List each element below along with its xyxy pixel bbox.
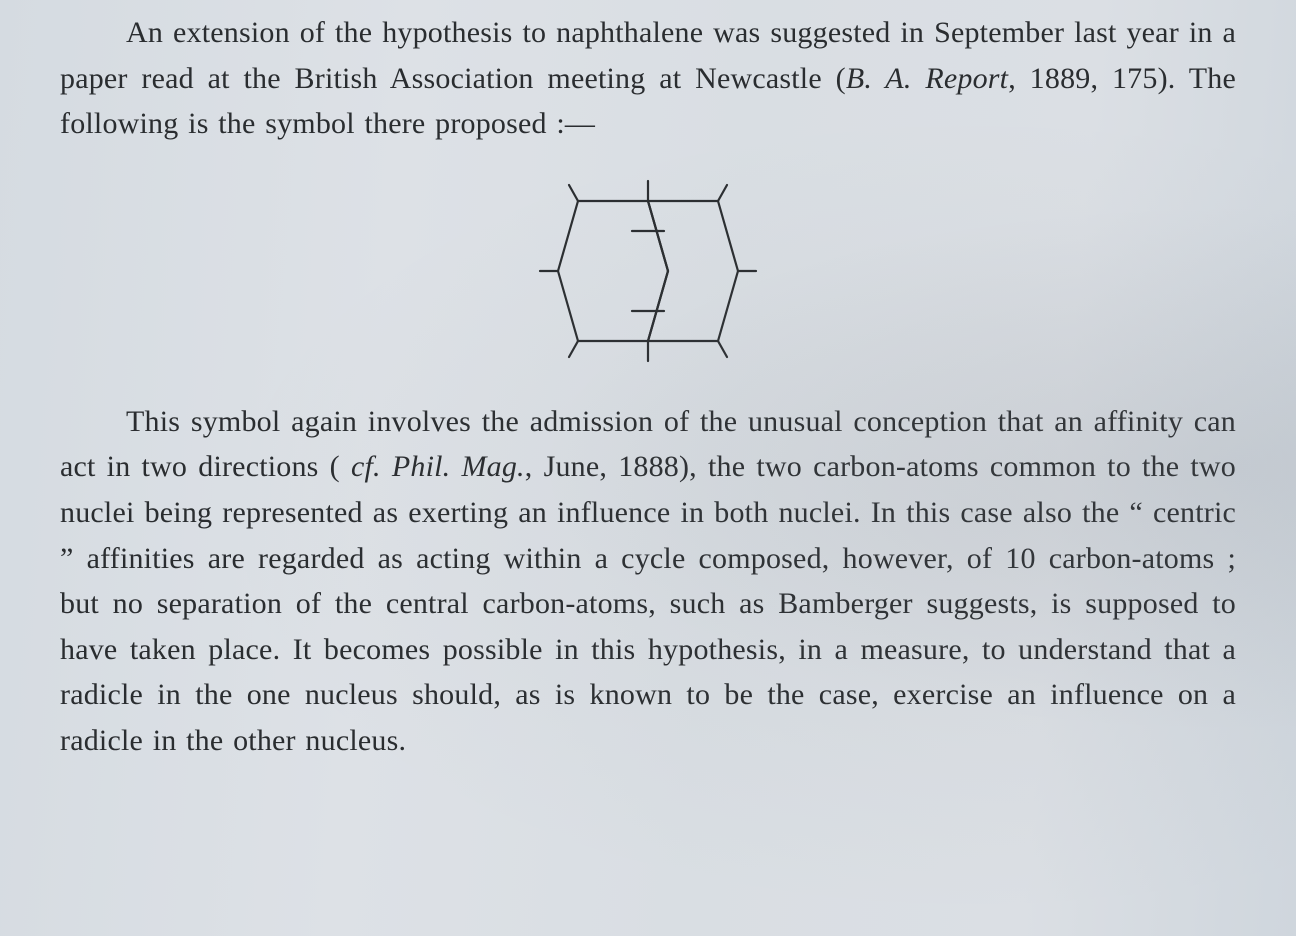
naphthalene-svg	[518, 171, 778, 371]
paragraph-1: An extension of the hypothesis to naphth…	[60, 10, 1236, 147]
paragraph-2: This symbol again involves the admission…	[60, 399, 1236, 764]
p2-text-b: , June, 1888), the two carbon-atoms comm…	[60, 450, 1236, 757]
scanned-page: An extension of the hypothesis to naphth…	[0, 0, 1296, 936]
naphthalene-symbol-diagram	[60, 171, 1236, 371]
p2-citation: cf. Phil. Mag.	[351, 450, 525, 483]
p1-citation: B. A. Report	[846, 62, 1008, 95]
